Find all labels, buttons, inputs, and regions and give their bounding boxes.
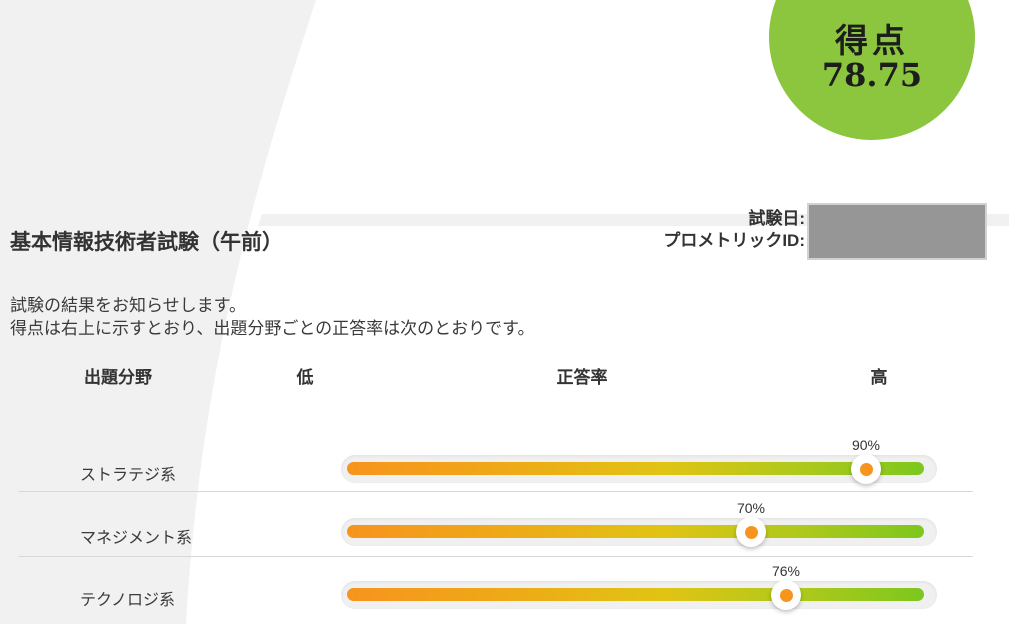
rate-marker: [771, 580, 801, 610]
redacted-id-box: [807, 203, 987, 260]
rate-bar: [347, 462, 924, 475]
rate-bar: [347, 588, 924, 601]
row-label: マネジメント系: [80, 530, 193, 547]
row-divider: [18, 491, 973, 492]
rate-marker: [736, 517, 766, 547]
row-divider: [18, 556, 973, 557]
score-label: 得点: [835, 21, 909, 60]
meta-labels: 試験日: プロメトリックID:: [663, 208, 805, 252]
intro-text: 試験の結果をお知らせします。 得点は右上に示すとおり、出題分野ごとの正答率は次の…: [10, 294, 534, 340]
marker-dot-icon: [744, 525, 758, 539]
column-header-low: 低: [296, 368, 314, 387]
prometric-id-label: プロメトリックID:: [663, 231, 805, 250]
rate-value: 90%: [851, 437, 881, 453]
score-value: 78.75: [821, 56, 923, 94]
rate-track: [341, 580, 937, 610]
rate-value: 76%: [771, 563, 801, 579]
exam-date-label: 試験日:: [748, 209, 805, 228]
rate-track: [341, 454, 937, 484]
column-header-high: 高: [870, 368, 888, 387]
rate-value: 70%: [736, 500, 766, 516]
column-header-category: 出題分野: [84, 368, 152, 387]
intro-line-2: 得点は右上に示すとおり、出題分野ごとの正答率は次のとおりです。: [10, 319, 535, 338]
rate-bar: [347, 525, 924, 538]
marker-dot-icon: [859, 462, 873, 476]
page-title: 基本情報技術者試験（午前）: [10, 231, 283, 254]
rate-track: [341, 517, 937, 547]
column-header-rate: 正答率: [556, 368, 608, 387]
marker-dot-icon: [779, 588, 793, 602]
rate-marker: [851, 454, 881, 484]
row-label: ストラテジ系: [80, 467, 177, 484]
intro-line-1: 試験の結果をお知らせします。: [10, 296, 246, 315]
row-label: テクノロジ系: [80, 592, 176, 609]
score-circle: 得点 78.75: [769, 0, 975, 140]
